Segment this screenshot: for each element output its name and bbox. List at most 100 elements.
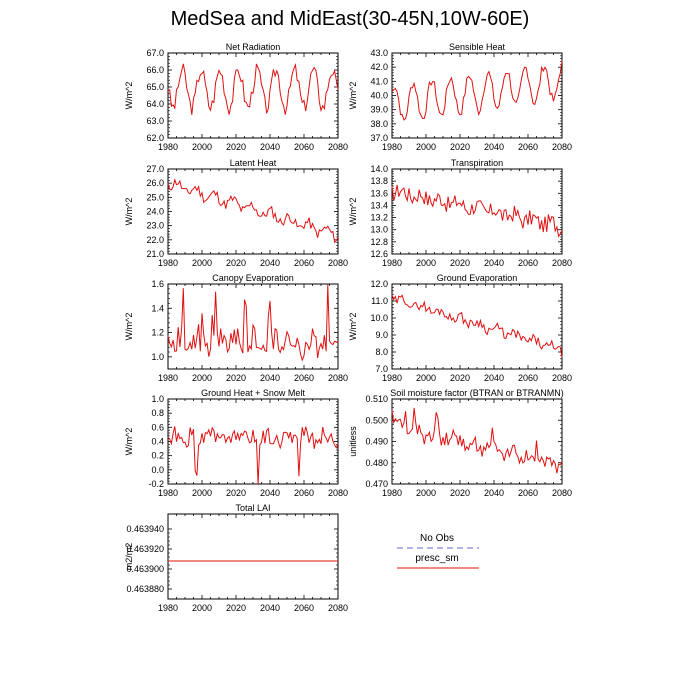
y-tick-label: 13.8	[370, 176, 388, 186]
series-line	[167, 284, 339, 362]
y-tick-label: 39.0	[370, 105, 388, 115]
y-tick-label: 63.0	[146, 116, 164, 126]
series-line	[167, 178, 339, 244]
plot-frame	[167, 398, 339, 485]
y-axis-label: W/m^2	[124, 82, 134, 110]
y-tick-label: 0.463920	[126, 544, 164, 554]
y-tick-label: 37.0	[370, 133, 388, 143]
y-tick-label: 14.0	[370, 164, 388, 174]
x-tick-label: 2080	[552, 373, 572, 383]
y-axis-label: W/m^2	[124, 428, 134, 456]
x-tick-label: 2020	[226, 373, 246, 383]
x-tick-label: 2040	[484, 142, 504, 152]
panel-7: 1980 2000 2020 2040 2060 2080 0.470 0.480 0.490 0…	[348, 388, 572, 498]
y-tick-label: 0.463880	[126, 584, 164, 594]
y-tick-label: 27.0	[146, 164, 164, 174]
y-tick-label: 0.480	[365, 458, 388, 468]
y-tick-label: 21.0	[146, 249, 164, 259]
y-axis-label: m2/m2	[124, 543, 134, 571]
x-tick-label: 2020	[450, 258, 470, 268]
y-tick-label: 0.463900	[126, 564, 164, 574]
y-tick-label: 0.4	[151, 437, 164, 447]
y-tick-label: 0.490	[365, 437, 388, 447]
panel-8: 1980 2000 2020 2040 2060 2080 0.463880 0.463900…	[124, 503, 348, 613]
panel-title: Transpiration	[451, 158, 503, 168]
x-tick-label: 2040	[260, 258, 280, 268]
y-tick-label: 1.0	[151, 352, 164, 362]
x-tick-label: 2040	[260, 488, 280, 498]
panel-title: Sensible Heat	[449, 42, 506, 52]
y-tick-label: 12.6	[370, 249, 388, 259]
y-tick-label: 0.6	[151, 422, 164, 432]
y-tick-label: 11.0	[371, 296, 388, 306]
plot-frame	[167, 513, 339, 600]
y-tick-label: 12.8	[370, 237, 388, 247]
y-tick-label: 0.500	[365, 415, 388, 425]
x-tick-label: 1980	[382, 373, 402, 383]
x-tick-label: 2060	[518, 373, 538, 383]
y-tick-label: 1.6	[151, 279, 164, 289]
x-tick-label: 2080	[552, 258, 572, 268]
y-tick-label: 64.0	[146, 99, 164, 109]
y-tick-label: 0.463940	[126, 524, 164, 534]
y-axis-label: W/m^2	[124, 313, 134, 341]
x-tick-label: 2080	[328, 603, 348, 613]
y-tick-label: 42.0	[370, 62, 388, 72]
x-tick-label: 2080	[328, 258, 348, 268]
x-tick-label: 2020	[226, 142, 246, 152]
panel-title: Ground Evaporation	[437, 273, 518, 283]
y-tick-label: 13.6	[370, 188, 388, 198]
x-tick-label: 2020	[450, 373, 470, 383]
x-tick-label: 1980	[158, 488, 178, 498]
plot-frame	[167, 52, 339, 139]
x-tick-label: 2000	[192, 142, 212, 152]
y-tick-label: 43.0	[370, 48, 388, 58]
x-tick-label: 2060	[294, 488, 314, 498]
series-line	[391, 184, 563, 238]
panel-0: 1980 2000 2020 2040 2060 2080 62.0 63.0 64.0 65.0…	[124, 42, 348, 152]
y-tick-label: 10.0	[370, 313, 388, 323]
y-tick-label: 67.0	[146, 48, 164, 58]
y-tick-label: 62.0	[146, 133, 164, 143]
y-tick-label: 0.510	[365, 394, 388, 404]
x-tick-label: 1980	[158, 258, 178, 268]
x-tick-label: 2000	[416, 488, 436, 498]
x-tick-label: 2060	[518, 258, 538, 268]
panel-title: Ground Heat + Snow Melt	[201, 388, 305, 398]
x-tick-label: 2060	[294, 603, 314, 613]
legend-label-obs: No Obs	[420, 533, 454, 544]
x-tick-label: 1980	[382, 488, 402, 498]
x-tick-label: 2080	[328, 488, 348, 498]
x-tick-label: 2040	[484, 258, 504, 268]
y-axis-label: W/m^2	[124, 198, 134, 226]
y-axis-label: W/m^2	[348, 198, 358, 226]
x-tick-label: 2040	[484, 488, 504, 498]
y-axis-label: unitless	[348, 426, 358, 457]
x-tick-label: 2020	[226, 488, 246, 498]
x-tick-label: 2080	[328, 142, 348, 152]
y-tick-label: 26.0	[146, 178, 164, 188]
y-tick-label: 25.0	[146, 192, 164, 202]
x-tick-label: 2000	[192, 603, 212, 613]
x-tick-label: 2040	[260, 142, 280, 152]
y-tick-label: 40.0	[370, 91, 388, 101]
x-tick-label: 2080	[552, 142, 572, 152]
y-tick-label: 9.0	[375, 330, 388, 340]
x-tick-label: 2040	[260, 603, 280, 613]
y-tick-label: 1.4	[151, 303, 164, 313]
x-tick-label: 2040	[484, 373, 504, 383]
series-line	[391, 294, 563, 358]
y-tick-label: 0.2	[151, 451, 164, 461]
y-tick-label: 13.4	[370, 200, 388, 210]
y-tick-label: 41.0	[370, 76, 388, 86]
x-tick-label: 2060	[294, 142, 314, 152]
x-tick-label: 2060	[518, 142, 538, 152]
x-tick-label: 1980	[158, 603, 178, 613]
x-tick-label: 1980	[158, 373, 178, 383]
panel-6: 1980 2000 2020 2040 2060 2080 -0.2 0.0 0.2 0.4 0.6…	[124, 388, 348, 498]
series-line	[167, 62, 339, 115]
y-tick-label: 23.0	[146, 221, 164, 231]
y-tick-label: 38.0	[370, 119, 388, 129]
series-line	[391, 60, 563, 121]
